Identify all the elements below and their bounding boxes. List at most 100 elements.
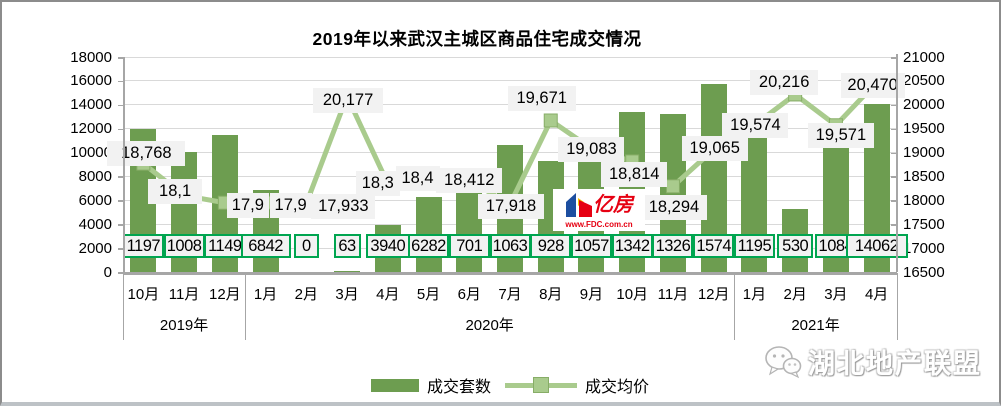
bar-data-label: 63 xyxy=(333,234,361,258)
y-axis-left-tick xyxy=(118,176,123,178)
y-axis-left-tick xyxy=(118,200,123,202)
legend-item-line: 成交均价 xyxy=(505,373,649,397)
x-axis-month-label: 1月 xyxy=(253,286,278,303)
bar-data-label: 1326 xyxy=(652,234,694,258)
price-data-label: 17,9 xyxy=(226,193,269,219)
y-axis-left-tick xyxy=(118,80,123,83)
price-data-label: 18,3 xyxy=(355,171,400,197)
fdc-watermark-logo: 亿房 www.FDC.com.cn xyxy=(553,189,645,231)
legend-label-line: 成交均价 xyxy=(585,379,650,396)
legend-label-bar: 成交套数 xyxy=(426,379,491,396)
price-data-label: 17,918 xyxy=(478,193,544,219)
y-axis-left-tick-label: 6000 xyxy=(78,191,112,209)
y-axis-right-tick-label: 17500 xyxy=(903,215,945,233)
fdc-url-text: www.FDC.com.cn xyxy=(565,219,633,229)
bar-data-label: 1574 xyxy=(693,234,735,258)
price-data-label: 19,083 xyxy=(558,137,625,163)
bar-data-label: 14062 xyxy=(845,234,908,258)
price-data-label: 17,933 xyxy=(311,194,376,220)
x-axis-group-separator xyxy=(122,273,124,340)
price-data-label: 18,294 xyxy=(640,194,707,220)
y-axis-right-tick xyxy=(891,176,897,178)
y-axis-left-tick-label: 8000 xyxy=(78,167,112,185)
price-marker xyxy=(543,113,558,128)
y-axis-right-tick xyxy=(891,152,897,155)
bar-data-label: 1342 xyxy=(611,234,653,258)
x-axis-month-label: 8月 xyxy=(539,286,563,303)
x-axis-group-separator xyxy=(896,273,898,340)
y-axis-left-tick-label: 0 xyxy=(103,263,112,281)
price-data-label: 19,574 xyxy=(722,112,789,138)
legend-item-bar: 成交套数 xyxy=(370,373,491,397)
y-axis-right-tick xyxy=(891,104,897,107)
y-axis-left-tick-label: 16000 xyxy=(70,72,112,90)
bar-data-label: 1063 xyxy=(489,234,531,258)
bar-series-swatch xyxy=(370,378,419,392)
x-axis-month-label: 9月 xyxy=(579,286,604,303)
y-axis-right-tick xyxy=(891,57,897,59)
price-data-label: 19,671 xyxy=(507,85,576,111)
y-axis-left-tick-label: 2000 xyxy=(78,239,112,257)
y-axis-right-tick-label: 17000 xyxy=(903,239,945,257)
bar-data-label: 1149 xyxy=(204,234,246,258)
bar-data-label: 530 xyxy=(777,234,814,258)
y-axis-right-line xyxy=(896,54,898,272)
bar-data-label: 701 xyxy=(448,234,490,258)
footer-watermark: 湖北地产联盟 xyxy=(764,342,982,381)
price-data-label: 18,412 xyxy=(436,168,503,194)
x-axis-month-label: 11月 xyxy=(657,286,689,303)
x-axis-month-label: 2月 xyxy=(783,286,807,303)
y-axis-left-tick xyxy=(118,57,123,59)
legend: 成交套数 成交均价 xyxy=(123,373,897,397)
bar-data-label: 1195 xyxy=(733,234,775,258)
y-axis-left-tick-label: 4000 xyxy=(78,215,112,233)
price-data-label: 18,814 xyxy=(601,161,668,187)
x-axis-month-label: 11月 xyxy=(168,286,200,303)
bar-data-label: 6282 xyxy=(408,234,450,258)
y-axis-left-tick-label: 14000 xyxy=(70,96,112,114)
x-axis-year-label: 2021年 xyxy=(791,317,840,334)
x-axis-year-label: 2019年 xyxy=(159,317,209,334)
y-axis-left-tick-label: 18000 xyxy=(70,48,112,66)
bar-data-label: 6842 xyxy=(240,234,291,258)
x-axis-month-label: 4月 xyxy=(376,286,400,303)
x-axis-line xyxy=(123,272,897,275)
price-data-label: 18,1 xyxy=(148,179,203,205)
y-axis-right-tick xyxy=(891,200,897,202)
y-axis-right-tick-label: 21000 xyxy=(903,48,945,66)
x-axis-group-separator xyxy=(733,273,736,340)
bar xyxy=(334,271,361,272)
y-axis-left-tick xyxy=(118,224,123,226)
y-axis-left-tick-label: 12000 xyxy=(70,120,112,138)
x-axis-month-label: 10月 xyxy=(127,286,160,303)
x-axis-month-label: 6月 xyxy=(457,286,481,303)
x-axis-month-label: 4月 xyxy=(864,286,889,303)
bar-data-label: 1057 xyxy=(570,234,612,258)
x-axis-month-label: 10月 xyxy=(616,286,649,303)
price-data-label: 20,177 xyxy=(313,87,384,113)
y-axis-left-tick xyxy=(118,128,123,131)
fdc-brand-text: 亿房 xyxy=(593,193,633,216)
price-data-label: 19,065 xyxy=(681,135,748,161)
y-axis-right-tick-label: 18500 xyxy=(903,167,945,185)
y-axis-right-tick-label: 20000 xyxy=(903,96,945,114)
y-axis-right-tick xyxy=(891,224,897,226)
y-axis-left-tick xyxy=(118,104,123,107)
bar-data-label: 1197 xyxy=(122,234,164,258)
gridline xyxy=(123,56,897,58)
y-axis-left-tick xyxy=(118,272,123,274)
x-axis-month-label: 1月 xyxy=(742,286,767,303)
y-axis-right-tick xyxy=(891,128,897,131)
x-axis-group-separator xyxy=(244,273,247,340)
chart-title: 2019年以来武汉主城区商品住宅成交情况 xyxy=(312,29,642,49)
x-axis-month-label: 3月 xyxy=(824,286,848,303)
y-axis-right-tick-label: 19500 xyxy=(903,120,945,138)
x-axis-month-label: 12月 xyxy=(697,286,730,303)
y-axis-right-tick-label: 18000 xyxy=(903,191,945,209)
x-axis-month-label: 2月 xyxy=(294,286,318,303)
bar-data-label: 1008 xyxy=(163,234,205,258)
x-axis-month-label: 7月 xyxy=(498,286,522,303)
price-data-label: 17,9 xyxy=(269,193,312,219)
x-axis-month-label: 5月 xyxy=(416,286,441,303)
